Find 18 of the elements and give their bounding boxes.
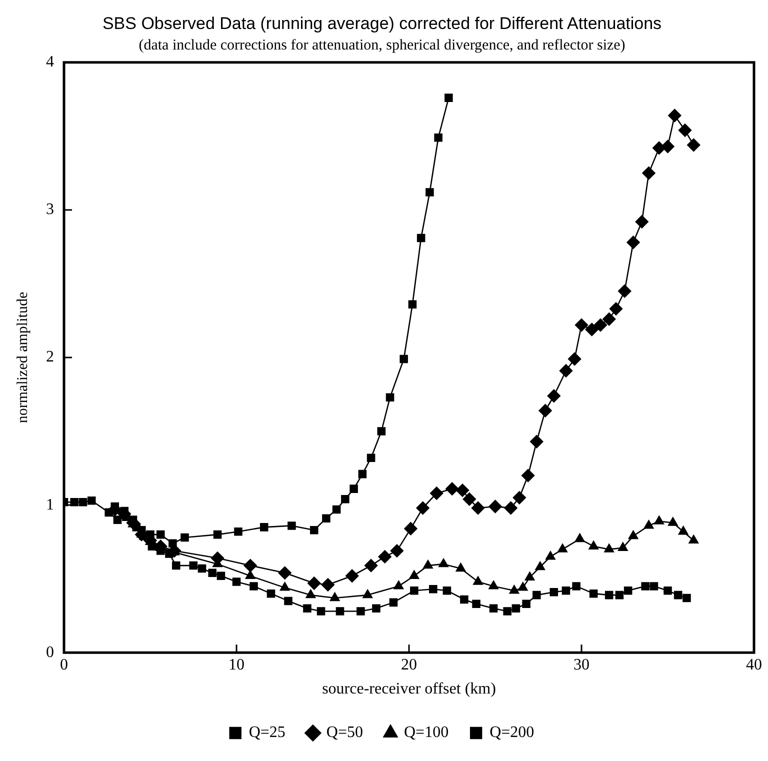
y-tick-label: 2 <box>46 348 54 366</box>
x-tick-label: 20 <box>401 656 417 674</box>
legend-label: Q=25 <box>248 724 286 742</box>
legend-label: Q=50 <box>326 724 363 742</box>
legend-label: Q=200 <box>490 724 534 742</box>
x-tick-label: 30 <box>574 656 590 674</box>
y-tick-label: 3 <box>46 201 54 218</box>
x-tick-label: 40 <box>746 656 762 674</box>
y-tick-label: 0 <box>46 644 54 661</box>
y-axis-title: normalized amplitude <box>14 292 31 424</box>
y-tick-label: 1 <box>46 496 54 514</box>
chart-title: SBS Observed Data (running average) corrected for Different Attenuations <box>102 14 662 33</box>
chart-subtitle: (data include corrections for attenuation, spherical divergence, and reflector size) <box>138 37 626 54</box>
x-axis-title: source-receiver offset (km) <box>322 680 496 698</box>
x-tick-label: 10 <box>228 656 244 674</box>
x-tick-label: 0 <box>60 656 68 674</box>
y-tick-label: 4 <box>46 54 54 71</box>
legend-label: Q=100 <box>404 724 449 742</box>
